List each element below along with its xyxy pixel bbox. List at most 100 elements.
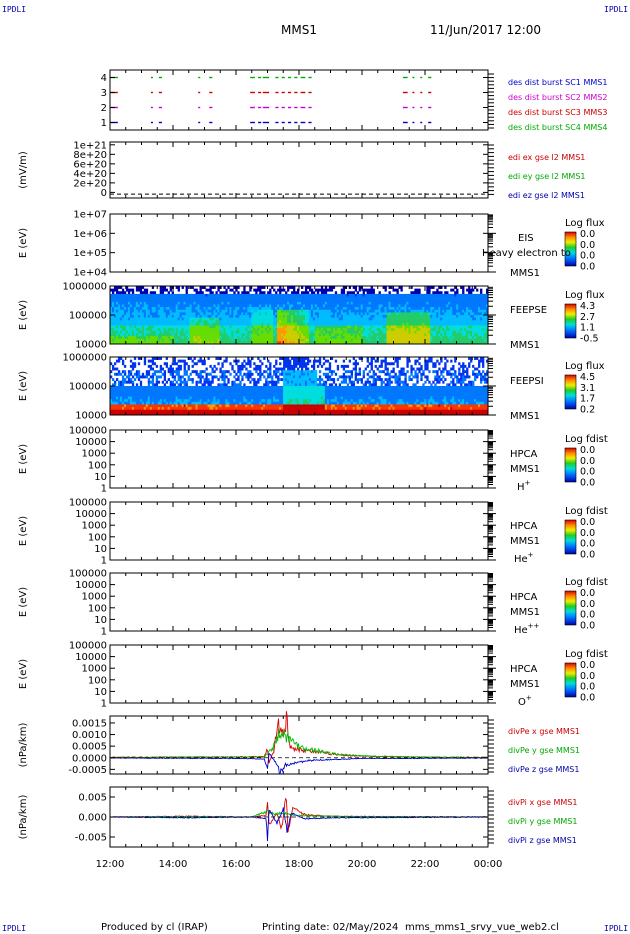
spectrogram-cell (263, 338, 266, 342)
spectrogram-cell (285, 293, 288, 297)
spectrogram-cell (151, 312, 155, 316)
spectrogram-cell (193, 293, 196, 297)
spectrogram-cell (318, 320, 322, 324)
spectrogram-cell (482, 328, 485, 332)
spectrogram-cell (141, 330, 145, 334)
spectrogram-cell (394, 304, 397, 308)
spectrogram-cell (215, 333, 218, 337)
spectrogram-cell (121, 396, 125, 400)
spectrogram-cell (247, 320, 250, 324)
spectrogram-cell (324, 328, 328, 332)
spectrogram-cell (145, 307, 149, 311)
spectrogram-cell (231, 296, 234, 300)
spectrogram-cell (137, 396, 141, 400)
spectrogram-cell (155, 328, 159, 332)
spectrogram-cell (189, 401, 192, 405)
spectrogram-cell (342, 338, 346, 342)
spectrogram-cell (133, 296, 137, 300)
spectrogram-cell (137, 322, 141, 326)
spectrogram-cell (306, 291, 310, 295)
spectrogram-cell (302, 299, 306, 303)
spectrogram-cell (400, 301, 403, 305)
spectrogram-cell (185, 396, 188, 400)
spectrogram-cell (153, 404, 157, 408)
spectrogram-cell (147, 317, 151, 321)
spectrogram-cell (271, 293, 274, 297)
spectrogram-cell (434, 325, 437, 329)
spectrogram-cell (169, 312, 172, 316)
spectrogram-cell (470, 336, 473, 340)
spectrogram-cell (402, 336, 405, 340)
spectrogram-cell (279, 328, 282, 332)
spectrogram-cell (165, 312, 168, 316)
spectrogram-cell (406, 296, 409, 300)
spectrogram-cell (171, 330, 174, 334)
spectrogram-cell (131, 336, 135, 340)
spectrogram-cell (219, 338, 222, 342)
spectrogram-cell (165, 386, 168, 389)
spectrogram-cell (213, 309, 216, 313)
panel-eis-colorbar-label: 0.0 (580, 240, 595, 251)
spectrogram-cell (129, 391, 133, 395)
spectrogram-cell (430, 286, 433, 289)
spectrogram-cell (281, 322, 284, 326)
spectrogram-cell (406, 307, 409, 311)
spectrogram-cell (125, 399, 129, 403)
spectrogram-cell (159, 330, 163, 334)
spectrogram-cell (344, 296, 348, 300)
spectrogram-cell (173, 412, 176, 416)
spectrogram-cell (306, 328, 310, 332)
spectrogram-cell (245, 328, 248, 332)
spectrogram-cell (440, 307, 443, 311)
spectrogram-cell (456, 320, 459, 324)
spectrogram-cell (143, 391, 147, 395)
spectrogram-cell (263, 341, 266, 345)
spectrogram-cell (279, 299, 282, 303)
spectrogram-cell (456, 299, 459, 303)
spectrogram-cell (446, 307, 449, 311)
spectrogram-cell (484, 296, 487, 300)
spectrogram-cell (117, 320, 121, 324)
spectrogram-cell (265, 328, 268, 332)
spectrogram-cell (300, 301, 304, 305)
spectrogram-cell (269, 322, 272, 326)
spectrogram-cell (430, 299, 433, 303)
spectrogram-cell (237, 333, 240, 337)
spectrogram-cell (231, 328, 234, 332)
spectrogram-cell (324, 286, 328, 289)
spectrogram-cell (482, 333, 485, 337)
spectrogram-cell (169, 383, 172, 387)
spectrogram-cell (179, 320, 182, 324)
spectrogram-cell (293, 341, 296, 345)
spectrogram-cell (476, 322, 479, 326)
spectrogram-cell (354, 286, 357, 289)
spectrogram-cell (257, 341, 260, 345)
spectrogram-cell (117, 404, 121, 408)
spectrogram-cell (167, 328, 170, 332)
spectrogram-cell (133, 393, 137, 397)
spectrogram-cell (374, 293, 377, 297)
spectrogram-cell (143, 307, 147, 311)
spectrogram-cell (332, 296, 336, 300)
spectrogram-cell (151, 388, 155, 392)
spectrogram-cell (123, 309, 127, 313)
spectrogram-cell (436, 328, 439, 332)
spectrogram-cell (241, 320, 244, 324)
spectrogram-cell (171, 367, 174, 371)
spectrogram-cell (133, 338, 137, 342)
spectrogram-cell (279, 309, 282, 313)
spectrogram-cell (480, 291, 483, 295)
spectrogram-cell (295, 330, 298, 334)
spectrogram-cell (442, 333, 445, 337)
spectrogram-cell (410, 286, 413, 289)
spectrogram-cell (402, 301, 405, 305)
spectrogram-cell (422, 328, 425, 332)
spectrogram-cell (452, 328, 455, 332)
spectrogram-cell (167, 396, 170, 400)
spectrogram-cell (408, 325, 411, 329)
spectrogram-cell (388, 330, 391, 334)
spectrogram-cell (342, 288, 346, 292)
spectrogram-cell (336, 301, 340, 305)
spectrogram-cell (444, 286, 447, 289)
spectrogram-cell (484, 325, 487, 329)
